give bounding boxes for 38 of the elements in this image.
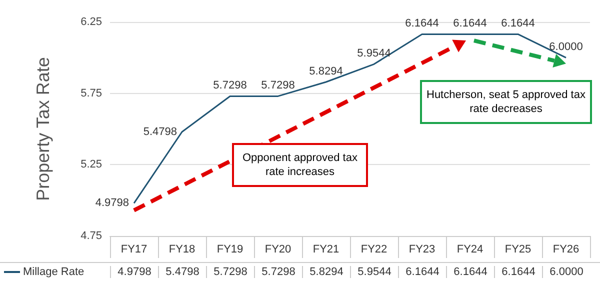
text: 5.7298	[214, 266, 248, 278]
x-tick-label: FY22	[360, 244, 388, 256]
text: 5.7298	[262, 266, 296, 278]
text: 4.9798	[118, 266, 152, 278]
x-tick-label: FY17	[120, 244, 148, 256]
y-axis-title: Property Tax Rate	[33, 57, 53, 201]
x-tick-label: FY23	[408, 244, 436, 256]
annotation: Opponent approved tax rate increases	[232, 143, 368, 187]
text: 5.9544	[357, 48, 391, 60]
x-tick-label: FY19	[216, 244, 244, 256]
text: 5.7298	[213, 80, 247, 92]
x-tick-label: FY26	[552, 244, 580, 256]
text: 4.9798	[95, 197, 129, 210]
text: 6.1644	[454, 266, 488, 278]
y-tick-label: 6.25	[80, 16, 102, 28]
text: 6.0000	[550, 266, 584, 278]
text: 6.1644	[405, 18, 439, 30]
text: 6.1644	[406, 266, 440, 278]
text: 5.4798	[166, 266, 200, 278]
y-tick-label: 5.75	[80, 87, 102, 100]
y-tick-label: 4.75	[80, 230, 102, 242]
legend-label: Millage Rate	[23, 266, 84, 278]
text: 6.1644	[453, 18, 487, 30]
annotation: Hutcherson, seat 5 approved tax rate decreases	[420, 80, 592, 124]
y-tick-label: 5.25	[80, 158, 102, 171]
text: 6.1644	[502, 266, 536, 278]
text: 5.8294	[310, 266, 344, 278]
text: 5.7298	[261, 80, 295, 92]
text: 6.0000	[549, 41, 583, 54]
text: 5.4798	[143, 126, 177, 138]
x-tick-label: FY20	[264, 244, 292, 256]
x-tick-label: FY21	[312, 244, 340, 256]
x-tick-label: FY24	[456, 244, 484, 256]
text: 5.9544	[358, 266, 392, 278]
text: 5.8294	[309, 66, 343, 78]
x-tick-label: FY25	[504, 244, 532, 256]
x-tick-label: FY18	[168, 244, 196, 256]
text: 6.1644	[501, 18, 535, 30]
